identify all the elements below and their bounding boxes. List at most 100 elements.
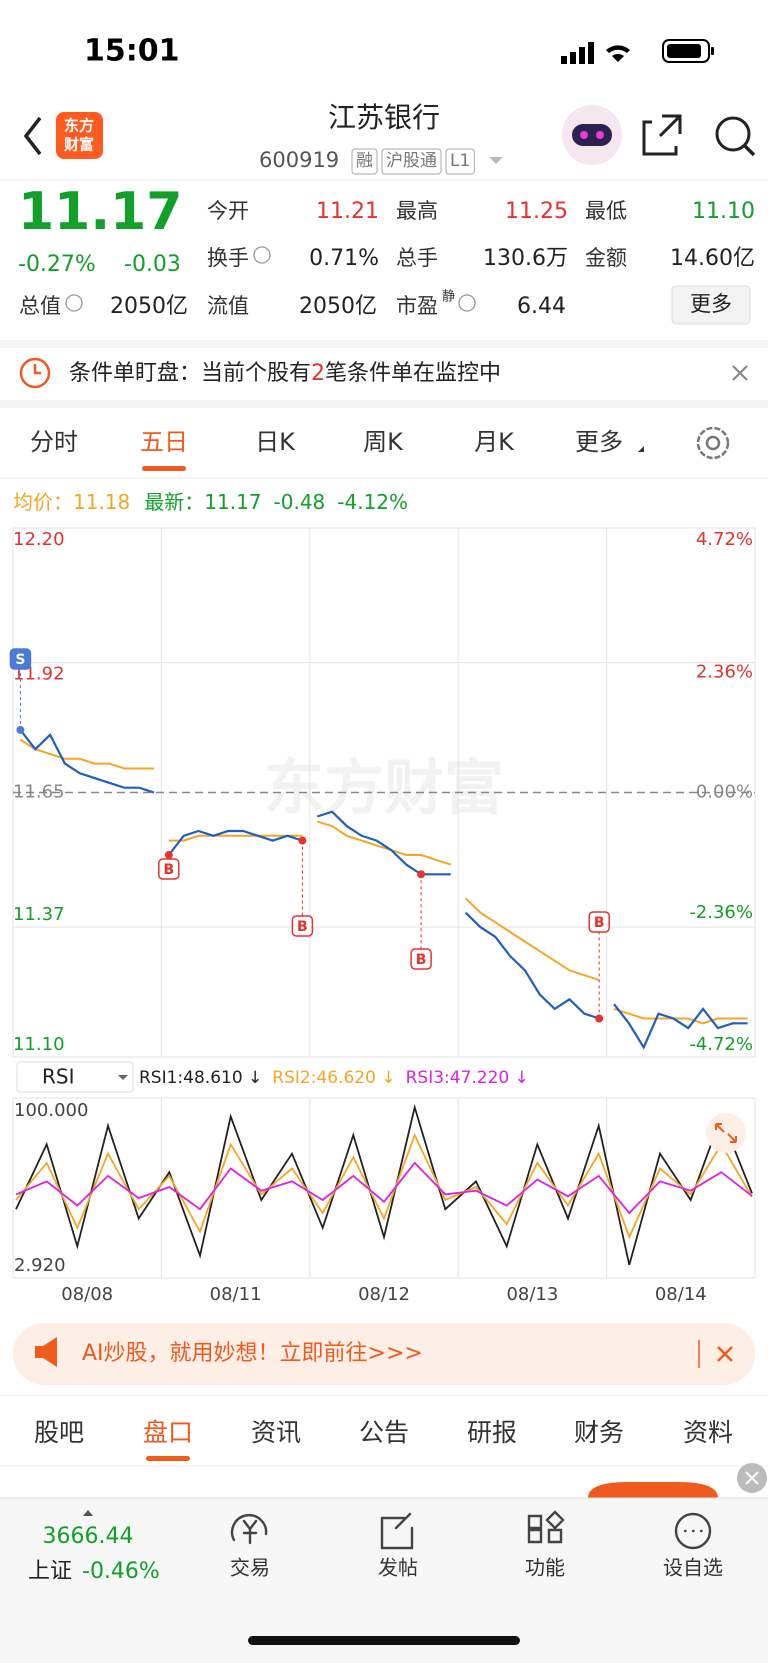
nav-icon[interactable] — [674, 1512, 712, 1550]
field-value: 11.25 — [505, 199, 568, 224]
trade-label: B — [297, 919, 308, 935]
back-button[interactable] — [23, 116, 42, 156]
rsi-line — [15, 1132, 753, 1240]
banner-text: AI炒股，就用妙想！立即前往>>> — [82, 1341, 423, 1366]
field-label: 最高 — [396, 199, 438, 223]
index-name: 上证 — [28, 1559, 72, 1584]
notice-count: 2 — [311, 361, 325, 386]
rsi-legend: RSI3:47.220 ↓ — [406, 1068, 529, 1088]
rsi-select[interactable] — [16, 1061, 134, 1093]
notice-text[interactable]: 条件单盯盘：当前个股有2笔条件单在监控中 — [69, 361, 501, 386]
banner-close[interactable] — [717, 1346, 733, 1362]
stock-name: 江苏银行 — [328, 101, 440, 134]
tab-indicator — [142, 466, 186, 471]
chart-tabs: 分时 五日 日K 周K 月K 更多 — [30, 428, 623, 471]
tab[interactable]: 周K — [363, 428, 404, 456]
nav-label[interactable]: 发帖 — [378, 1556, 418, 1580]
rsi-name: RSI — [42, 1065, 75, 1089]
search-button[interactable] — [715, 116, 756, 157]
tag-label: 融 — [356, 151, 373, 171]
nav-icon[interactable] — [527, 1510, 565, 1544]
detail-tab[interactable]: 盘口 — [143, 1418, 193, 1447]
info-icon[interactable] — [253, 246, 271, 264]
tab[interactable]: 分时 — [30, 428, 78, 456]
field-label: 市盈 — [396, 294, 438, 318]
detail-tab[interactable]: 财务 — [574, 1418, 624, 1447]
last-price: 11.17 — [18, 182, 182, 242]
ai-banner[interactable] — [13, 1323, 755, 1385]
nav-label[interactable]: 功能 — [525, 1556, 565, 1580]
x-tick-label: 08/13 — [506, 1284, 558, 1305]
field-value: 14.60亿 — [670, 246, 755, 271]
trade-badge[interactable] — [9, 648, 32, 670]
home-indicator — [248, 1636, 520, 1645]
y-tick-label: 11.10 — [13, 1034, 65, 1055]
dropdown-arrow[interactable] — [489, 157, 503, 164]
share-button[interactable] — [642, 114, 682, 156]
logo-text: 财富 — [64, 136, 94, 154]
nav-icon[interactable] — [230, 1514, 268, 1545]
x-tick-label: 08/11 — [210, 1284, 262, 1305]
tab[interactable]: 更多 — [575, 428, 623, 456]
nav-label[interactable]: 交易 — [230, 1556, 270, 1580]
info-icon[interactable] — [458, 294, 476, 312]
quote-fields: 今开 11.21 最高 11.25 最低 11.10 换手 0.71% 总手 130.6万 金额 14… — [19, 199, 755, 319]
field-label: 总值 — [19, 294, 61, 318]
expand-button[interactable] — [706, 1113, 746, 1153]
watermark: 东方财富 — [264, 754, 504, 824]
y2-tick-label: 2.36% — [696, 661, 753, 682]
nav-label[interactable]: 设自选 — [663, 1556, 723, 1580]
detail-tab[interactable]: 股吧 — [34, 1418, 84, 1447]
y2-tick-label: 0.00% — [696, 782, 753, 803]
price-line — [19, 738, 748, 1025]
detail-tab[interactable]: 公告 — [359, 1418, 409, 1447]
detail-tab[interactable]: 资料 — [683, 1418, 733, 1447]
trade-badge[interactable] — [410, 948, 432, 970]
detail-tab[interactable]: 研报 — [467, 1418, 517, 1447]
more-button[interactable] — [671, 285, 751, 325]
field-value: 0.71% — [309, 246, 379, 271]
bottom-nav — [0, 1498, 768, 1663]
legend-value: 11.18 — [73, 490, 130, 514]
separator — [0, 400, 768, 408]
settings-button[interactable] — [696, 426, 730, 460]
tag-box — [381, 148, 442, 175]
trade-point — [16, 725, 25, 734]
y-tick-label: 12.20 — [13, 529, 65, 550]
trade-badge[interactable] — [291, 915, 314, 937]
tag-box — [445, 148, 475, 175]
expand-icon — [715, 1123, 737, 1143]
notice-close[interactable] — [732, 365, 748, 381]
tab[interactable]: 月K — [474, 428, 515, 456]
field-sup: 静 — [442, 290, 455, 305]
stock-tags: 融沪股通 L1 — [351, 148, 475, 175]
status-icons — [561, 39, 714, 64]
rsi-frame — [12, 1097, 756, 1279]
info-icon[interactable] — [65, 294, 83, 312]
trade-label: B — [594, 915, 605, 931]
app-logo[interactable] — [56, 112, 103, 159]
trade-badge[interactable] — [158, 858, 180, 880]
legend-value: -4.12% — [337, 490, 408, 514]
field-label: 最低 — [585, 199, 627, 223]
trade-point — [298, 836, 307, 845]
legend-label: 最新： — [144, 490, 204, 514]
tab[interactable]: 五日 — [140, 428, 188, 456]
tab[interactable]: 日K — [255, 428, 296, 456]
tab-indicator — [146, 1456, 190, 1461]
trade-badge[interactable] — [588, 911, 610, 933]
rsi-tick-label: 100.000 — [14, 1100, 88, 1121]
x-tick-label: 08/08 — [61, 1284, 113, 1305]
nav-icon[interactable] — [380, 1512, 414, 1550]
price-line — [19, 729, 748, 1050]
y2-tick-label: -2.36% — [689, 902, 753, 923]
rsi-line — [15, 1161, 753, 1215]
trade-point — [417, 870, 426, 879]
index-value[interactable]: 3666.44 — [43, 1524, 134, 1549]
tag-label: 沪股通 — [386, 151, 437, 171]
detail-tab[interactable]: 资讯 — [251, 1418, 301, 1447]
y2-tick-label: -4.72% — [689, 1034, 753, 1055]
change-pct: -0.27% — [18, 252, 96, 277]
